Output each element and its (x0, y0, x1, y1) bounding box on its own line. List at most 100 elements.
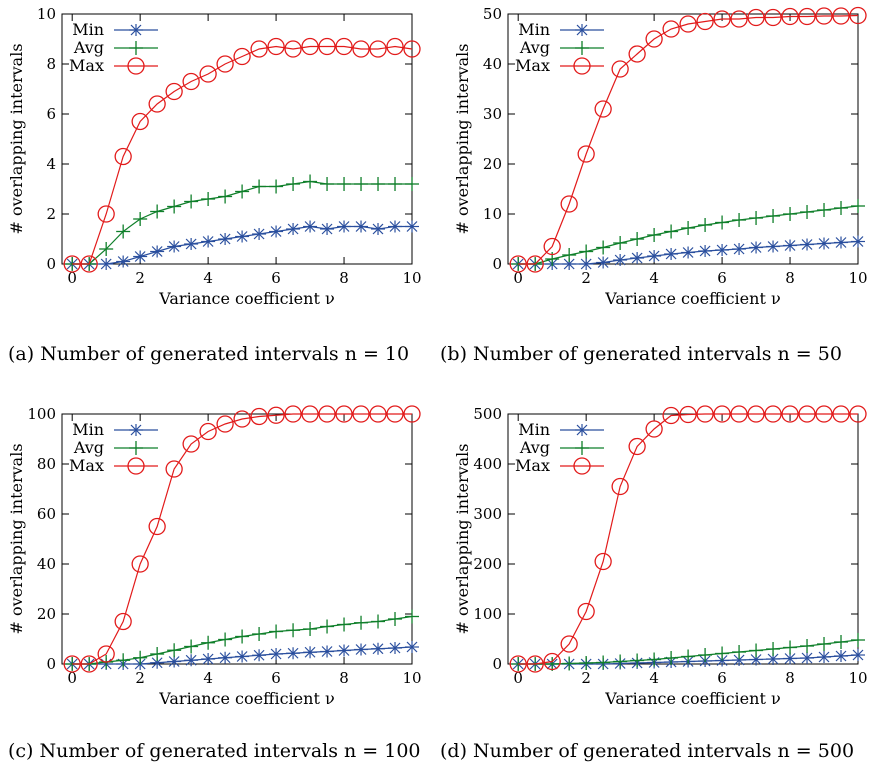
min-point (201, 235, 216, 248)
min-point (337, 644, 352, 657)
legend-label-avg: Avg (519, 438, 550, 457)
x-tick-label: 10 (402, 669, 421, 687)
max-point (114, 612, 132, 631)
max-point (97, 645, 115, 663)
min-point (783, 239, 798, 252)
min-point (99, 258, 114, 270)
min-point (834, 650, 849, 662)
max-point (352, 40, 370, 58)
avg-point (715, 215, 730, 230)
y-tick-label: 60 (37, 505, 56, 523)
max-point (730, 405, 748, 423)
avg-point (766, 642, 781, 656)
max-point (199, 65, 217, 83)
y-axis-label: # overlapping intervals (7, 443, 26, 634)
min-point (354, 643, 369, 656)
min-point (116, 255, 131, 268)
max-point (679, 15, 697, 33)
max-point (80, 655, 98, 673)
x-tick-label: 8 (339, 269, 349, 287)
avg-point (354, 177, 369, 191)
max-point (594, 100, 612, 118)
y-tick-label: 400 (473, 455, 502, 473)
min-point (286, 223, 301, 235)
max-point (611, 477, 629, 496)
max-point (284, 40, 302, 58)
x-tick-label: 10 (848, 669, 867, 687)
max-point (250, 407, 268, 426)
x-tick-label: 2 (135, 269, 145, 287)
avg-point (303, 622, 318, 636)
avg-point (664, 224, 679, 239)
avg-point (286, 177, 301, 191)
max-point (560, 195, 578, 213)
min-point (201, 653, 216, 665)
avg-point (715, 646, 730, 661)
x-tick-label: 8 (785, 269, 795, 287)
max-point (526, 255, 544, 273)
avg-point (817, 637, 832, 651)
min-point (766, 653, 781, 665)
min-point (613, 254, 628, 266)
legend-label-min: Min (72, 20, 104, 39)
y-axis-label: # overlapping intervals (453, 43, 472, 234)
x-tick-label: 10 (402, 269, 421, 287)
avg-point (749, 643, 764, 658)
series-line-max (518, 413, 858, 665)
x-tick-label: 6 (717, 269, 727, 287)
max-point (233, 410, 251, 428)
x-tick-label: 6 (717, 669, 727, 687)
max-point (216, 415, 234, 433)
y-tick-label: 30 (483, 105, 502, 123)
legend-marker-max (573, 457, 591, 475)
y-tick-label: 8 (46, 55, 56, 73)
legend-marker-max (127, 57, 145, 75)
x-tick-label: 6 (271, 669, 281, 687)
avg-point (405, 177, 419, 191)
avg-point (150, 647, 165, 661)
avg-point (184, 194, 199, 209)
avg-point (834, 201, 849, 215)
x-tick-label: 0 (513, 669, 523, 687)
min-point (184, 238, 199, 250)
avg-point (337, 177, 352, 191)
avg-point (698, 218, 713, 232)
avg-point (388, 612, 403, 626)
min-point (252, 228, 267, 240)
max-point (747, 405, 765, 423)
max-point (764, 405, 782, 423)
max-point (594, 552, 612, 571)
avg-point (218, 632, 233, 647)
min-point (800, 652, 815, 664)
avg-point (167, 643, 182, 658)
x-axis-label: Variance coefficient ν (604, 289, 780, 308)
y-tick-label: 0 (46, 255, 56, 273)
min-point (732, 243, 747, 255)
min-point (235, 650, 250, 663)
avg-point (116, 224, 131, 239)
min-point (851, 649, 865, 661)
y-tick-label: 40 (37, 555, 56, 573)
legend-marker-avg (575, 41, 589, 55)
x-tick-label: 0 (67, 669, 77, 687)
max-point (335, 37, 353, 56)
avg-point (817, 203, 832, 217)
legend-marker-min (575, 424, 589, 436)
legend-label-avg: Avg (73, 38, 104, 57)
max-point (250, 40, 268, 58)
max-point (730, 10, 748, 28)
avg-point (371, 614, 386, 629)
min-point (405, 220, 419, 233)
min-point (851, 235, 865, 248)
y-tick-label: 4 (46, 155, 56, 173)
max-point (628, 437, 646, 456)
avg-point (133, 212, 148, 226)
min-point (664, 248, 679, 260)
legend-label-avg: Avg (73, 438, 104, 457)
max-point (577, 145, 595, 163)
legend-label-min: Min (72, 420, 104, 439)
avg-point (800, 205, 815, 219)
y-tick-label: 40 (483, 55, 502, 73)
max-point (182, 435, 200, 453)
